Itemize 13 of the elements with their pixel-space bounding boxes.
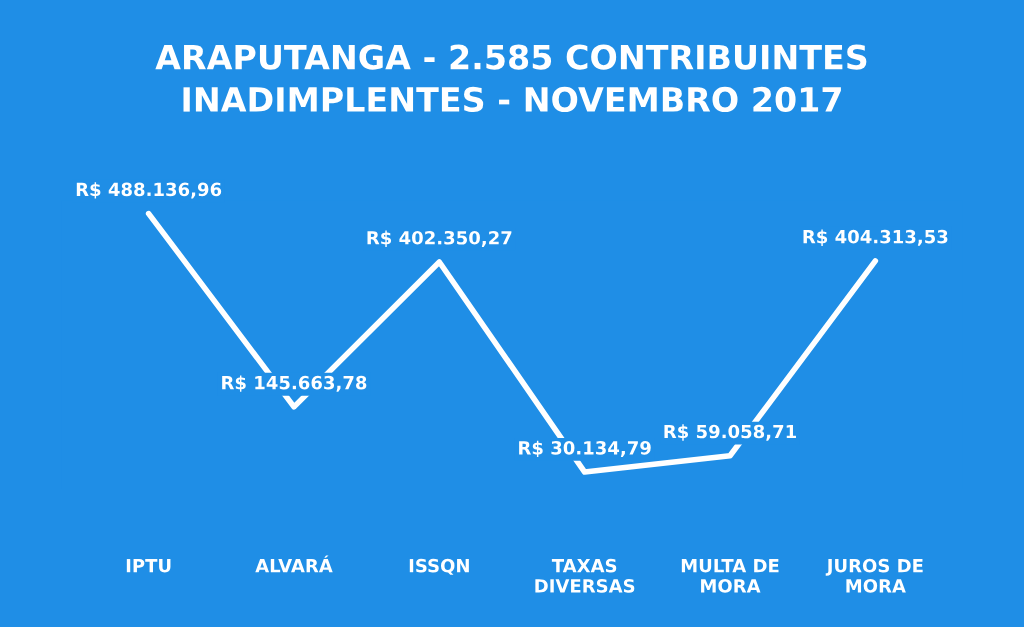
x-tick-label: ISSQN bbox=[409, 558, 469, 575]
x-tick-label: IPTU bbox=[126, 559, 171, 573]
x-tick-label: JUROS DE MORA bbox=[825, 558, 923, 593]
data-label: R$ 30.134,79 bbox=[519, 440, 651, 458]
x-tick-label: MULTA DE MORA bbox=[681, 559, 779, 593]
data-label: R$ 404.313,53 bbox=[803, 229, 948, 246]
data-label: R$ 402.350,27 bbox=[367, 230, 512, 247]
data-label: R$ 488.136,96 bbox=[76, 182, 222, 199]
x-tick-label: ALVARÁ bbox=[255, 555, 333, 573]
chart-title: ARAPUTANGA - 2.585 CONTRIBUINTES INADIMPLENTES - NOVEMBRO 2017 bbox=[155, 44, 867, 113]
data-label: R$ 145.663,78 bbox=[222, 375, 367, 392]
x-tick-label: TAXAS DIVERSAS bbox=[535, 558, 635, 593]
data-label: R$ 59.058,71 bbox=[664, 424, 796, 441]
